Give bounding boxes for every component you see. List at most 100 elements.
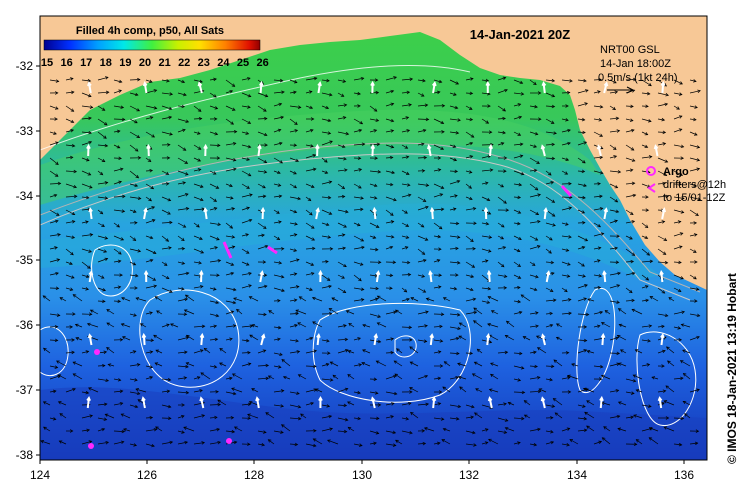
current-arrow [641,325,652,328]
current-arrow-head [185,119,190,123]
current-arrow-head [327,118,332,123]
current-arrow [433,193,443,198]
current-arrow-head [360,76,365,81]
current-arrow [257,377,269,380]
current-arrow [283,376,291,380]
current-arrow-head [545,270,551,276]
current-arrow-head [74,323,79,327]
current-arrow-head [293,90,297,95]
current-arrow-head [328,180,333,184]
current-arrow [477,348,483,354]
current-arrow [663,426,675,432]
current-arrow [673,287,682,292]
current-arrow-head [631,181,636,186]
current-arrow-head [405,171,410,175]
y-tick-label: -32 [16,59,34,73]
current-arrow-head [630,147,635,151]
current-arrow [321,170,328,174]
current-arrow-head [55,271,59,276]
current-arrow-head [696,158,701,162]
current-arrow [593,259,601,263]
current-arrow [97,235,108,239]
current-arrow [241,170,251,177]
current-arrow-head [88,185,93,189]
current-arrow-head [296,391,300,395]
current-arrow-head [617,427,622,431]
current-arrow-head [695,429,700,433]
current-arrow [209,183,219,189]
current-arrow [641,156,652,159]
current-arrow-head [309,105,314,110]
y-tick-label: -38 [16,448,34,462]
current-arrow [465,287,474,291]
current-arrow-head [182,128,186,133]
current-arrow-head [473,221,477,226]
map-date-title: 14-Jan-2021 20Z [470,27,571,42]
current-arrow-head [521,416,525,421]
current-arrow [401,209,408,214]
current-arrow [689,234,697,237]
current-arrow [673,221,681,224]
current-arrow [129,79,140,81]
current-arrow [417,79,426,82]
current-arrow [385,311,397,315]
current-arrow [289,313,299,315]
current-arrow [369,222,380,228]
current-arrow-head [134,404,139,409]
current-arrow-head [356,223,361,227]
current-arrow-head [681,196,685,200]
current-arrow-head [167,404,172,409]
current-arrow [369,298,379,302]
current-arrow [523,336,531,341]
current-arrow [289,105,301,108]
current-arrow-head [437,350,442,354]
current-arrow [577,429,587,432]
current-arrow-head [232,158,237,162]
current-arrow [145,376,153,380]
current-arrow-head [694,105,698,109]
current-arrow-head [440,312,445,317]
current-arrow-head [121,209,126,213]
current-arrow [385,144,394,148]
current-arrow-head [517,195,522,200]
current-arrow [529,312,539,315]
current-arrow-head [167,143,171,147]
current-arrow [657,92,669,96]
current-arrow-head [395,439,399,444]
current-arrow [209,222,221,226]
current-arrow-head [343,103,348,107]
current-arrow [241,339,249,342]
current-arrow [417,196,426,202]
current-arrow [577,313,589,315]
current-arrow [155,349,163,354]
current-arrow [449,180,460,185]
current-arrow-head [615,116,620,121]
current-arrow-head [695,212,699,217]
current-arrow [609,272,621,276]
current-arrow-head [453,286,458,291]
current-arrow [433,325,443,328]
current-arrow-head [437,376,442,381]
current-arrow-head [213,77,217,82]
current-arrow [529,220,541,224]
current-arrow [417,325,428,328]
current-arrow-head [361,142,366,146]
current-arrow-head [390,337,395,341]
current-arrow [87,323,99,328]
current-arrow [481,235,492,238]
current-arrow-head [500,263,505,268]
current-arrow [200,372,211,380]
current-arrow [577,349,587,354]
current-arrow-head [676,106,680,110]
current-arrow-head [582,220,586,225]
current-arrow-head [519,154,524,158]
current-arrow-head [167,211,171,215]
current-arrow [145,285,157,289]
current-arrow [97,182,108,185]
current-arrow [154,362,163,367]
current-arrow [305,261,314,266]
current-arrow [473,307,483,315]
current-arrow [443,297,451,302]
current-arrow-head [141,332,147,339]
current-arrow-head [424,103,429,107]
